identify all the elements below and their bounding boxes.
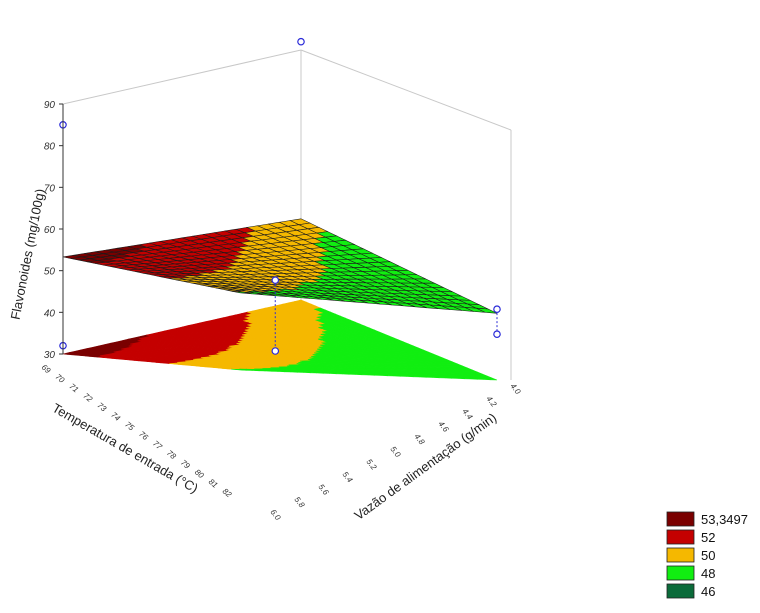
z-tick-label: 40	[44, 308, 56, 319]
x-tick-label: 81	[207, 477, 220, 490]
x-tick-label: 72	[82, 391, 95, 404]
legend-swatch	[666, 529, 695, 545]
z-tick-label: 30	[44, 350, 56, 361]
observed-point	[271, 276, 280, 285]
x-tick-label: 70	[54, 372, 67, 385]
frame-edge-3	[300, 49, 512, 131]
legend-swatch	[666, 511, 695, 527]
observed-point	[493, 305, 501, 314]
observed-point	[493, 330, 501, 339]
x-tick-label: 69	[40, 363, 53, 376]
y-tick-label: 4.2	[484, 394, 498, 409]
x-tick-label: 75	[123, 420, 136, 433]
floor-contour-map	[62, 299, 498, 381]
observed-point	[271, 347, 280, 355]
y-tick-label: 5.4	[340, 470, 354, 485]
legend-label: 48	[701, 566, 715, 581]
y-tick-label: 5.0	[388, 445, 402, 460]
x-tick-label: 74	[109, 410, 122, 423]
z-tick-label: 90	[44, 100, 56, 111]
z-tick-label: 80	[44, 142, 56, 153]
x-tick-label: 77	[151, 439, 164, 452]
observed-point	[297, 37, 305, 46]
y-tick-label: 6.0	[268, 508, 282, 523]
y-tick-label: 5.6	[316, 482, 330, 497]
z-axis-label: Flavonoides (mg/100g)	[8, 187, 48, 320]
z-tick-label: 70	[44, 183, 56, 194]
legend-label: 53,3497	[701, 512, 748, 527]
y-tick-label: 5.8	[292, 495, 306, 510]
x-tick-label: 73	[95, 401, 108, 414]
x-axis-label: Temperatura de entrada (°C)	[50, 400, 201, 496]
z-axis-ticks: 30 40 50 60 70 80 90	[44, 100, 64, 361]
floor-cell	[485, 377, 498, 381]
x-tick-label: 82	[221, 487, 234, 500]
legend-label: 52	[701, 530, 715, 545]
y-axis-ticks: 4.0 4.2 4.4 4.6 4.8 5.0 5.2 5.4 5.6 5.8 6.0	[268, 382, 522, 523]
z-tick-label: 50	[44, 267, 56, 278]
x-tick-label: 71	[68, 382, 81, 395]
legend-label: 46	[701, 584, 715, 599]
x-tick-label: 78	[165, 448, 178, 461]
legend-swatch	[666, 583, 695, 599]
x-tick-label: 79	[179, 458, 192, 471]
y-tick-label: 4.4	[460, 407, 474, 422]
frame-edge-2	[62, 49, 302, 105]
response-surface	[62, 218, 498, 314]
legend: 53,3497 52 50 48 46	[666, 511, 748, 599]
legend-swatch	[666, 547, 695, 563]
y-tick-label: 5.2	[364, 457, 378, 472]
y-tick-label: 4.0	[508, 382, 522, 397]
y-tick-label: 4.8	[412, 432, 426, 447]
legend-label: 50	[701, 548, 715, 563]
z-tick-label: 60	[44, 225, 56, 236]
legend-swatch	[666, 565, 695, 581]
x-tick-label: 76	[137, 429, 150, 442]
y-tick-label: 4.6	[436, 419, 450, 434]
